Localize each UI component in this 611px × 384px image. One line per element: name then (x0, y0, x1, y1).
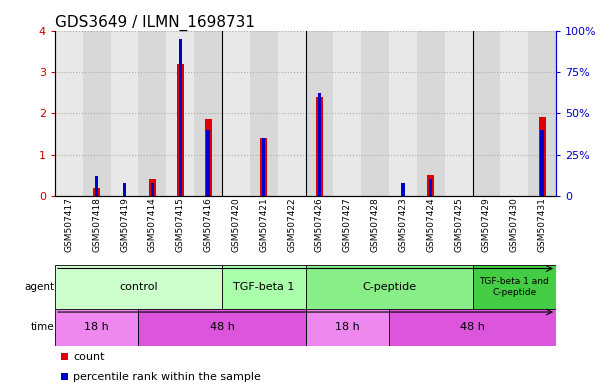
Bar (417, 31, 445, 196)
Text: 18 h: 18 h (335, 322, 360, 333)
Bar (389, 31, 417, 196)
Bar (260, 138, 267, 196)
Text: TGF-beta 1 and
C-peptide: TGF-beta 1 and C-peptide (480, 277, 549, 297)
Bar (500, 31, 528, 196)
Bar (262, 138, 265, 196)
Bar (429, 179, 433, 196)
Bar (95, 176, 98, 196)
Bar (222, 31, 250, 196)
Text: C-peptide: C-peptide (362, 282, 416, 292)
Bar (83, 31, 111, 196)
Text: control: control (119, 282, 158, 292)
Text: 48 h: 48 h (460, 322, 485, 333)
Bar (222, 265, 306, 309)
Bar (139, 309, 306, 346)
Bar (277, 31, 306, 196)
Bar (55, 309, 139, 346)
Bar (166, 31, 194, 196)
Bar (139, 31, 166, 196)
Bar (427, 175, 434, 196)
Bar (55, 31, 83, 196)
Bar (334, 31, 361, 196)
Bar (306, 265, 472, 309)
Bar (151, 183, 154, 196)
Bar (123, 183, 126, 196)
Bar (194, 31, 222, 196)
Bar (472, 265, 556, 309)
Bar (318, 93, 321, 196)
Bar (401, 183, 404, 196)
Text: 48 h: 48 h (210, 322, 235, 333)
Bar (540, 130, 544, 196)
Bar (445, 31, 472, 196)
Text: time: time (31, 322, 54, 333)
Bar (178, 39, 182, 196)
Bar (539, 118, 546, 196)
Bar (316, 97, 323, 196)
Bar (361, 31, 389, 196)
Text: TGF-beta 1: TGF-beta 1 (233, 282, 295, 292)
Bar (205, 119, 211, 196)
Text: GDS3649 / ILMN_1698731: GDS3649 / ILMN_1698731 (55, 15, 255, 31)
Bar (389, 309, 556, 346)
Text: percentile rank within the sample: percentile rank within the sample (73, 372, 261, 382)
Bar (472, 31, 500, 196)
Bar (250, 31, 277, 196)
Text: 18 h: 18 h (84, 322, 109, 333)
Text: agent: agent (24, 282, 54, 292)
Bar (177, 64, 184, 196)
Bar (207, 130, 210, 196)
Bar (111, 31, 139, 196)
Bar (528, 31, 556, 196)
Bar (306, 309, 389, 346)
Bar (55, 265, 222, 309)
Bar (306, 31, 334, 196)
Text: count: count (73, 352, 105, 362)
Bar (149, 179, 156, 196)
Bar (93, 188, 100, 196)
